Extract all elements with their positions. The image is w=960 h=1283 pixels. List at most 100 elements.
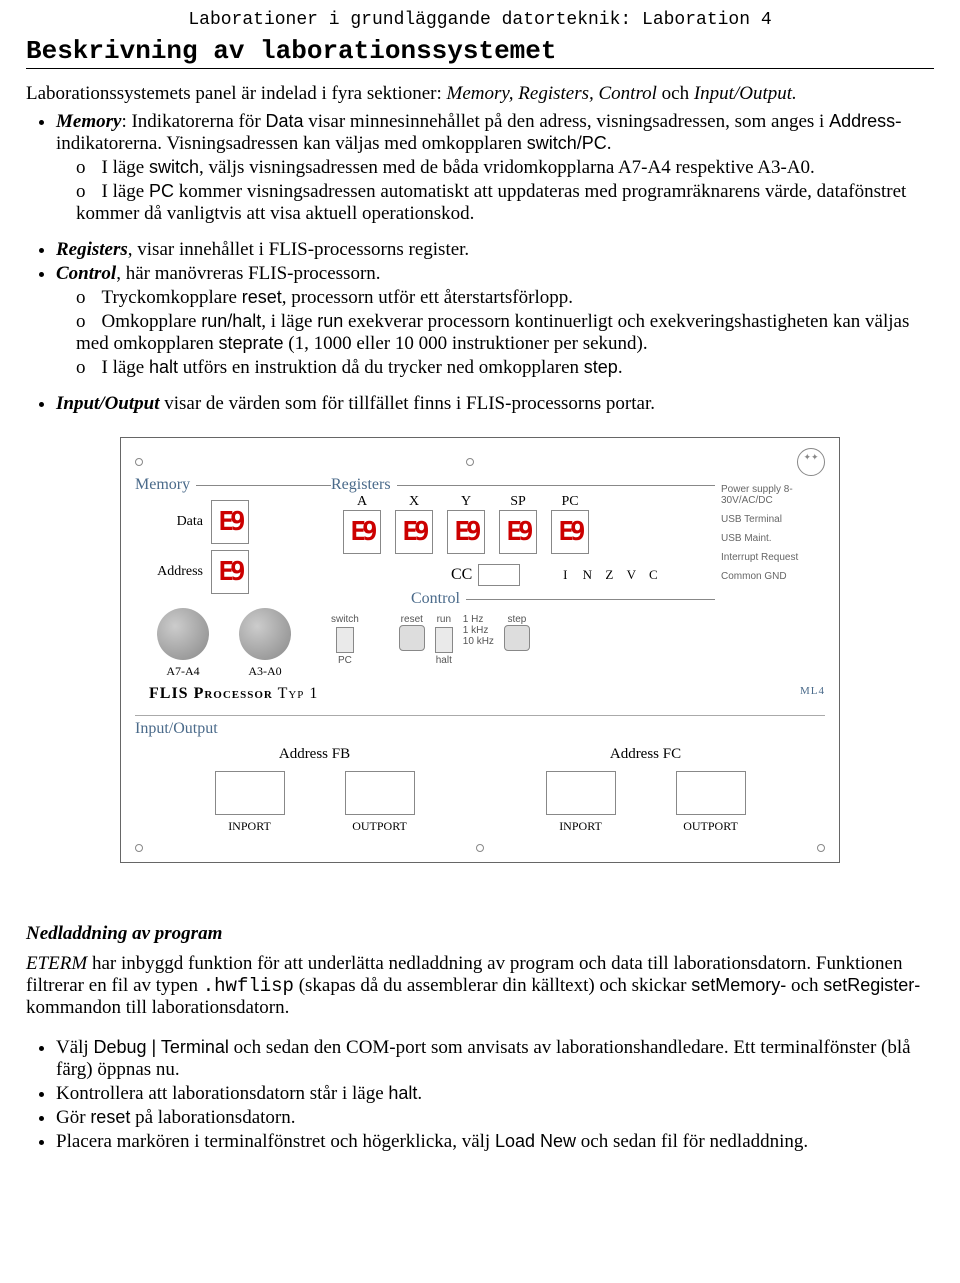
menu-load-new: Load New bbox=[495, 1131, 576, 1151]
file-ext: .hwflisp bbox=[203, 975, 294, 997]
cc-box-icon bbox=[478, 564, 520, 586]
reg-y-label: Y bbox=[447, 494, 485, 510]
top-holes: ✦✦ bbox=[135, 448, 825, 476]
kw-halt: halt bbox=[388, 1083, 417, 1103]
bullet-control: Control, här manövreras FLIS-processorn.… bbox=[56, 263, 934, 379]
addr-fb-label: Address FB bbox=[215, 746, 415, 763]
main-list: Memory: Indikatorerna för Data visar min… bbox=[26, 111, 934, 415]
reset-switch: reset bbox=[399, 614, 425, 651]
toggle-icon bbox=[435, 627, 453, 653]
toggle-icon bbox=[336, 627, 354, 653]
kw-data: Data bbox=[265, 111, 303, 131]
download-heading: Nedladdning av program bbox=[26, 923, 934, 945]
side-labels: Power supply 8-30V/AC/DC USB Terminal US… bbox=[715, 476, 825, 679]
knob-a7a4-icon bbox=[157, 608, 209, 660]
memory-section: Memory Data E9 Address E9 A7-A4 A3-A0 bbox=[135, 476, 331, 679]
halt-label: halt bbox=[436, 655, 452, 666]
flag-z: Z bbox=[602, 567, 616, 583]
reg-pc-label: PC bbox=[551, 494, 589, 510]
t: : Indikatorerna för bbox=[121, 111, 265, 132]
screw-hole-icon bbox=[466, 458, 474, 466]
kw-switch: switch bbox=[149, 157, 199, 177]
t: visar minnesinnehållet på den adress, vi… bbox=[304, 111, 830, 132]
t: utförs en instruktion då du trycker ned … bbox=[178, 357, 584, 378]
kw-reset: reset bbox=[242, 287, 282, 307]
t: , här manövreras FLIS-processorn. bbox=[116, 263, 380, 284]
addr-fc-label: Address FC bbox=[546, 746, 746, 763]
kw-runhalt: run/halt bbox=[201, 311, 261, 331]
label-io: Input/Output bbox=[56, 393, 160, 414]
control-label: Control bbox=[411, 590, 460, 608]
knob-row: A7-A4 A3-A0 bbox=[157, 608, 331, 679]
control-sub-3: I läge halt utförs en instruktion då du … bbox=[76, 357, 934, 379]
t: Gör bbox=[56, 1107, 90, 1128]
seg-value: E9 bbox=[218, 507, 241, 537]
ml4-label: ML4 bbox=[800, 685, 825, 697]
rule bbox=[196, 485, 331, 486]
io-grid: Address FB INPORT OUTPORT Address FC INP… bbox=[149, 746, 811, 834]
port-box-icon bbox=[215, 771, 285, 815]
seg-value: E9 bbox=[218, 557, 241, 587]
intro-and: och bbox=[657, 83, 694, 104]
switch-pc-toggle: switch PC bbox=[331, 614, 359, 666]
proc-name: FLIS Processor bbox=[149, 685, 273, 702]
cmd-setregister: setRegister- bbox=[823, 975, 920, 995]
flag-n: N bbox=[580, 567, 594, 583]
memory-sub-1: I läge switch, väljs visningsadressen me… bbox=[76, 157, 934, 179]
page-header: Laborationer i grundläggande datorteknik… bbox=[26, 10, 934, 30]
steps-list: Välj Debug | Terminal och sedan den COM-… bbox=[26, 1037, 934, 1153]
run-label: run bbox=[437, 614, 451, 625]
t: I läge bbox=[102, 157, 149, 178]
control-row: switch PC reset run halt bbox=[331, 614, 715, 666]
kw-run: run bbox=[317, 311, 343, 331]
t: , väljs visningsadressen med de båda vri… bbox=[199, 157, 815, 178]
bullet-registers: Registers, visar innehållet i FLIS-proce… bbox=[56, 239, 934, 261]
kw-address: Address bbox=[829, 111, 895, 131]
flag-i: I bbox=[558, 567, 572, 583]
port-box-icon bbox=[345, 771, 415, 815]
step-4: Placera markören i terminalfönstret och … bbox=[56, 1131, 934, 1153]
reg-a-label: A bbox=[343, 494, 381, 510]
title-block: Beskrivning av laborationssystemet bbox=[26, 36, 934, 69]
control-sub-1: Tryckomkopplare reset, processorn utför … bbox=[76, 287, 934, 309]
gnd-label: Common GND bbox=[721, 571, 825, 582]
power-supply-label: Power supply 8-30V/AC/DC bbox=[721, 484, 825, 506]
seven-seg-icon: E9 bbox=[211, 500, 249, 544]
run-halt-switch: run halt bbox=[435, 614, 453, 666]
seg-value: E9 bbox=[558, 517, 581, 547]
t: kommer visningsadressen automatiskt att … bbox=[76, 181, 906, 224]
control-sub-2: Omkopplare run/halt, i läge run exekvera… bbox=[76, 311, 934, 355]
knob2-label: A3-A0 bbox=[239, 664, 291, 679]
panel-diagram: ✦✦ Memory Data E9 Address E9 A7-A4 A3-A0 bbox=[120, 437, 840, 863]
seven-seg-icon: E9 bbox=[447, 510, 485, 554]
page: Laborationer i grundläggande datorteknik… bbox=[0, 0, 960, 1197]
screw-hole-icon bbox=[476, 844, 484, 852]
label-control: Control bbox=[56, 263, 116, 284]
t: Omkopplare bbox=[102, 311, 202, 332]
t: Tryckomkopplare bbox=[102, 287, 242, 308]
t: Välj bbox=[56, 1037, 93, 1058]
rates: 1 Hz 1 kHz 10 kHz bbox=[463, 614, 494, 647]
step-1: Välj Debug | Terminal och sedan den COM-… bbox=[56, 1037, 934, 1081]
reg-sp-label: SP bbox=[499, 494, 537, 510]
t: (skapas då du assemblerar din källtext) … bbox=[294, 975, 691, 996]
logo-icon: ✦✦ bbox=[797, 448, 825, 476]
t: visar de värden som för tillfället finns… bbox=[160, 393, 655, 414]
cc-label: CC bbox=[451, 566, 472, 584]
processor-label: FLIS Processor Typ 1 ML4 bbox=[149, 685, 825, 703]
usb-maint-label: USB Maint. bbox=[721, 533, 825, 544]
outport-label: OUTPORT bbox=[676, 819, 746, 834]
registers-label: Registers bbox=[331, 476, 391, 494]
usb-terminal-label: USB Terminal bbox=[721, 514, 825, 525]
t: på laborationsdatorn. bbox=[130, 1107, 295, 1128]
eterm-name: ETERM bbox=[26, 953, 87, 974]
rule bbox=[397, 485, 715, 486]
kw-steprate: steprate bbox=[218, 333, 283, 353]
label-memory: Memory bbox=[56, 111, 121, 132]
t: . bbox=[417, 1083, 422, 1104]
data-field-label: Data bbox=[135, 514, 203, 530]
control-sublist: Tryckomkopplare reset, processorn utför … bbox=[56, 287, 934, 379]
switch-bot-label: PC bbox=[338, 655, 352, 666]
t: och bbox=[786, 975, 823, 996]
step-2: Kontrollera att laborationsdatorn står i… bbox=[56, 1083, 934, 1105]
